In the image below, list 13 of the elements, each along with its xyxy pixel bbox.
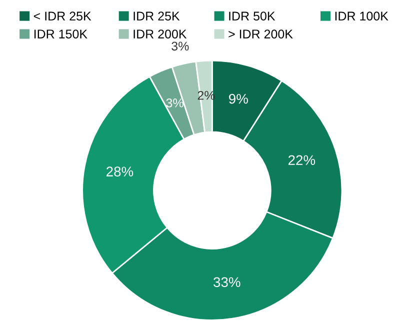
legend-label: IDR 200K <box>134 30 187 38</box>
legend-label: IDR 150K <box>34 30 88 38</box>
legend-label: IDR 100K <box>335 12 388 20</box>
data-label: 3% <box>172 42 189 51</box>
data-label: 9% <box>229 94 248 104</box>
legend-label: IDR 25K <box>134 12 180 20</box>
data-label: 3% <box>166 98 184 108</box>
data-label: 33% <box>214 277 240 288</box>
data-label: 28% <box>106 166 134 176</box>
legend-label: IDR 50K <box>229 12 276 20</box>
data-label: 22% <box>288 155 316 165</box>
legend-label: > IDR 200K <box>228 30 293 38</box>
legend-label: < IDR 25K <box>34 12 92 20</box>
